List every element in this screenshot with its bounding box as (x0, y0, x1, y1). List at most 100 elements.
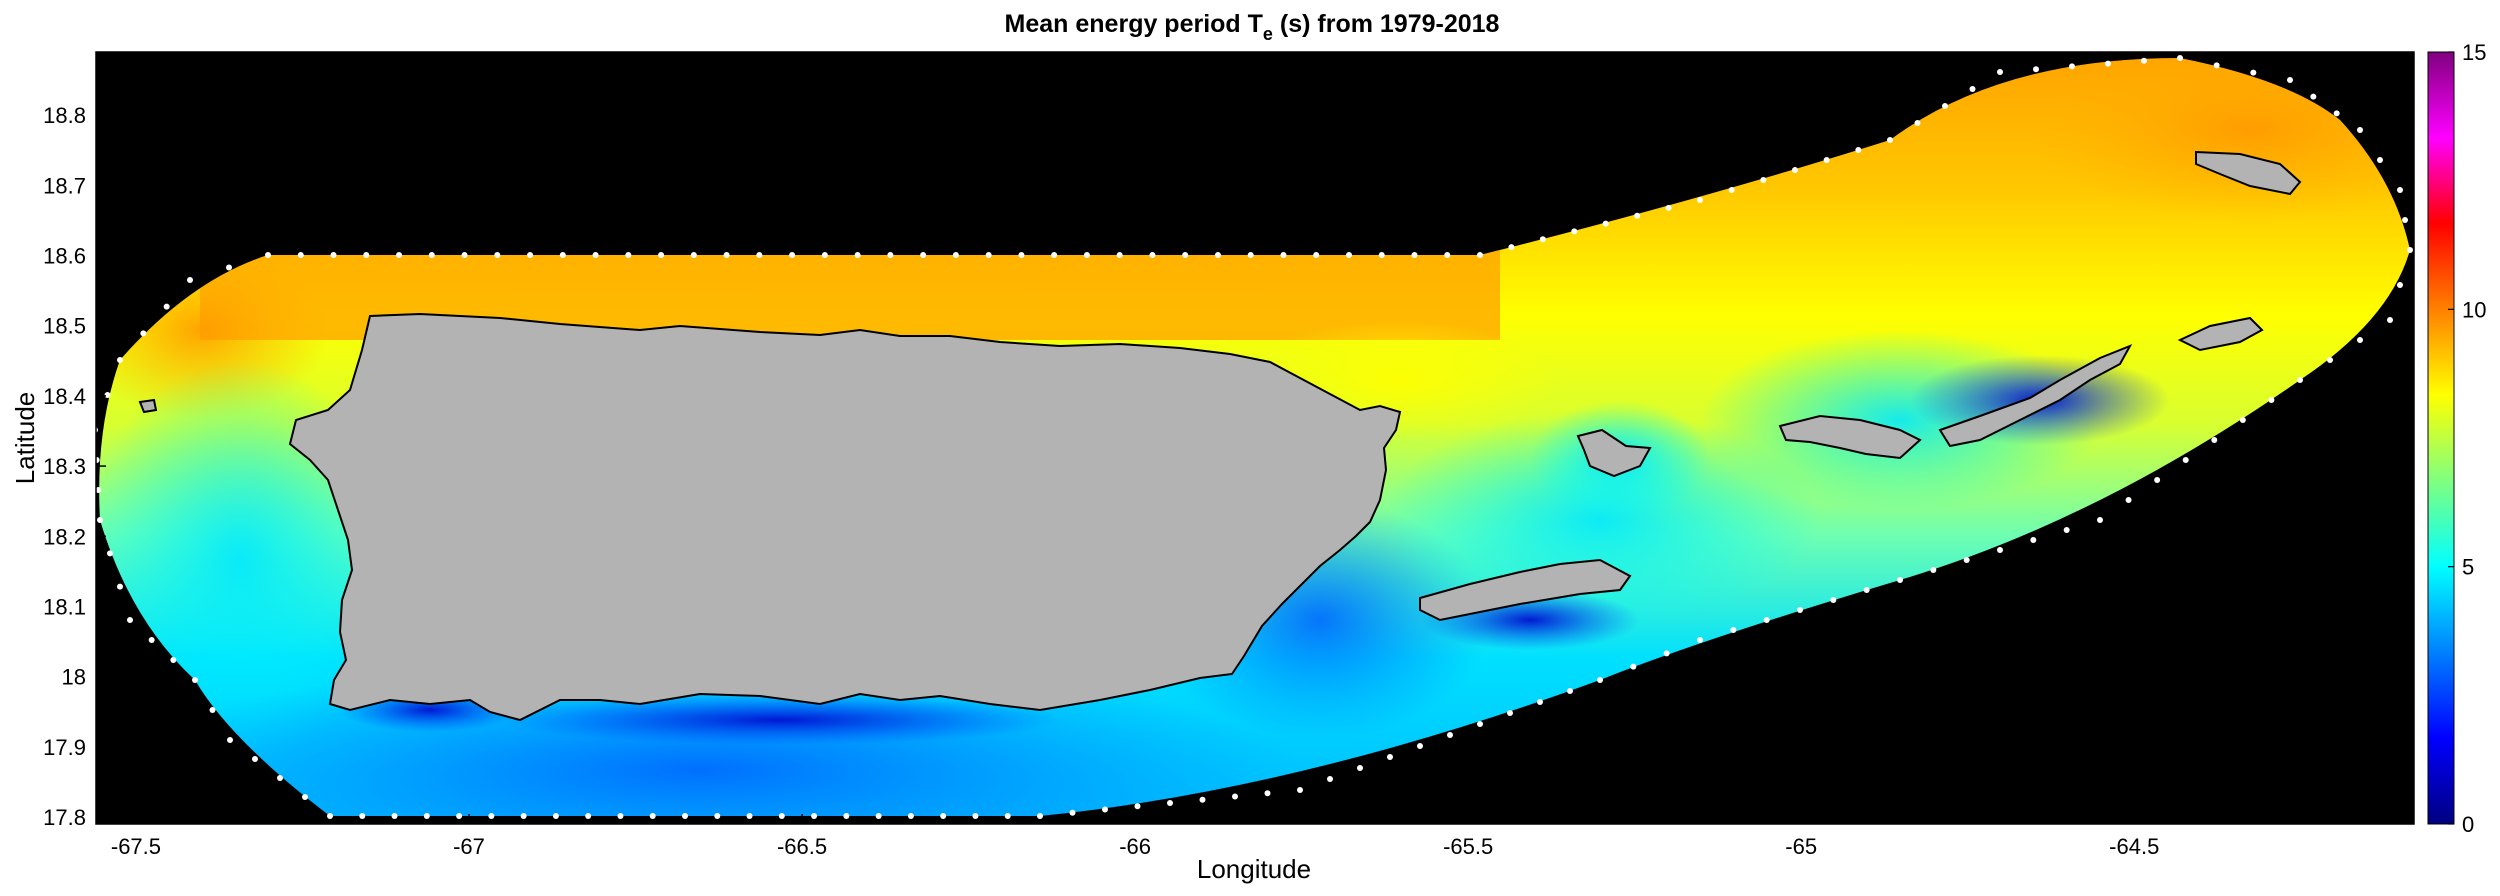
y-tick-label: 18.2 (43, 524, 86, 549)
boundary-node (1969, 86, 1976, 92)
boundary-node (494, 252, 501, 258)
land-masses (138, 150, 2302, 722)
boundary-node (1477, 721, 1483, 727)
boundary-node (391, 813, 398, 819)
colorbar-tick-label: 15 (2462, 40, 2486, 65)
boundary-node (96, 427, 98, 433)
boundary-node (1630, 663, 1637, 670)
boundary-node (488, 813, 495, 819)
boundary-node (746, 813, 753, 819)
y-tick-label: 17.9 (43, 735, 86, 760)
boundary-node (96, 487, 102, 493)
boundary-node (1051, 252, 1058, 258)
boundary-node (1797, 607, 1803, 613)
boundary-node (1313, 252, 1320, 258)
boundary-node (1214, 252, 1221, 258)
boundary-node (2268, 397, 2275, 403)
boundary-node (811, 813, 818, 819)
boundary-node (1663, 650, 1670, 657)
south-coast-deep-blue (500, 695, 1060, 745)
boundary-node (1102, 806, 1108, 813)
boundary-node (1508, 244, 1515, 251)
boundary-node (952, 252, 959, 258)
boundary-node (2397, 282, 2403, 288)
boundary-node (2397, 187, 2403, 193)
x-tick-label: -64.5 (2109, 834, 2159, 859)
boundary-node (2177, 55, 2183, 61)
boundary-node (1634, 212, 1641, 219)
boundary-node (1378, 252, 1385, 258)
boundary-node (1963, 557, 1970, 563)
boundary-node (1149, 252, 1156, 258)
boundary-node (2097, 517, 2103, 523)
plot-frame (95, 51, 2415, 825)
boundary-node (2377, 157, 2383, 163)
boundary-node (1387, 754, 1393, 760)
boundary-node (690, 252, 697, 258)
boundary-node (117, 357, 123, 363)
boundary-node (527, 252, 534, 258)
boundary-node (2297, 377, 2303, 383)
boundary-node (2357, 127, 2363, 133)
x-tick-label: -67.5 (111, 834, 161, 859)
boundary-node (972, 813, 979, 819)
x-tick-label: -66.5 (777, 834, 827, 859)
boundary-node (1264, 790, 1271, 797)
boundary-node (1597, 677, 1603, 683)
y-tick-label: 18 (62, 665, 86, 690)
boundary-node (2387, 317, 2393, 323)
boundary-node (552, 813, 559, 819)
boundary-node (1830, 597, 1837, 603)
boundary-node (187, 277, 193, 283)
boundary-node (209, 707, 216, 713)
boundary-node (875, 813, 882, 819)
boundary-node (297, 252, 304, 258)
y-tick-label: 18.4 (43, 384, 86, 409)
puerto-rico (288, 312, 1402, 722)
boundary-node (227, 737, 233, 743)
vieques (1419, 558, 1632, 622)
boundary-node (97, 517, 103, 523)
virgin-gorda-east (2177, 316, 2264, 352)
colorbar-ticks: 0 5 10 15 (2448, 40, 2486, 837)
boundary-node (461, 252, 468, 258)
boundary-node (2063, 527, 2070, 533)
boundary-node (1182, 252, 1189, 258)
boundary-node (1728, 187, 1735, 193)
boundary-node (1567, 688, 1573, 694)
boundary-node (2105, 60, 2111, 67)
boundary-node (1004, 813, 1011, 819)
boundary-node (363, 252, 370, 258)
colorbar: 0 5 10 15 (2427, 40, 2486, 837)
boundary-node (1997, 547, 2003, 553)
boundary-node (252, 756, 258, 762)
boundary-node (1537, 699, 1543, 705)
x-axis: -67.5 -67 -66.5 -66 -65.5 -65 -64.5 (111, 814, 2159, 859)
boundary-node (1539, 236, 1546, 243)
boundary-node (1897, 577, 1903, 583)
y-tick-label: 17.8 (43, 805, 86, 830)
boundary-node (1914, 120, 1921, 126)
boundary-node (1411, 252, 1418, 258)
y-axis-label: Latitude (10, 392, 40, 485)
boundary-node (2327, 357, 2333, 363)
y-tick-label: 18.1 (43, 594, 86, 619)
boundary-node (104, 392, 111, 398)
boundary-node (1997, 69, 2003, 75)
x-tick-label: -67 (453, 834, 485, 859)
boundary-node (1199, 796, 1206, 803)
boundary-node (2154, 477, 2161, 483)
boundary-node (887, 252, 894, 258)
boundary-node (117, 583, 123, 590)
boundary-node (1357, 765, 1363, 771)
boundary-node (1602, 220, 1609, 227)
boundary-node (2402, 217, 2408, 223)
y-axis: 17.8 17.9 18 18.1 18.2 18.3 18.4 18.5 18.6 18.7 18… (43, 103, 106, 830)
boundary-node (1037, 813, 1043, 819)
boundary-node (1697, 197, 1703, 203)
boundary-node (2333, 110, 2340, 117)
boundary-node (592, 252, 599, 258)
boundary-node (423, 813, 430, 819)
boundary-node (559, 252, 566, 258)
